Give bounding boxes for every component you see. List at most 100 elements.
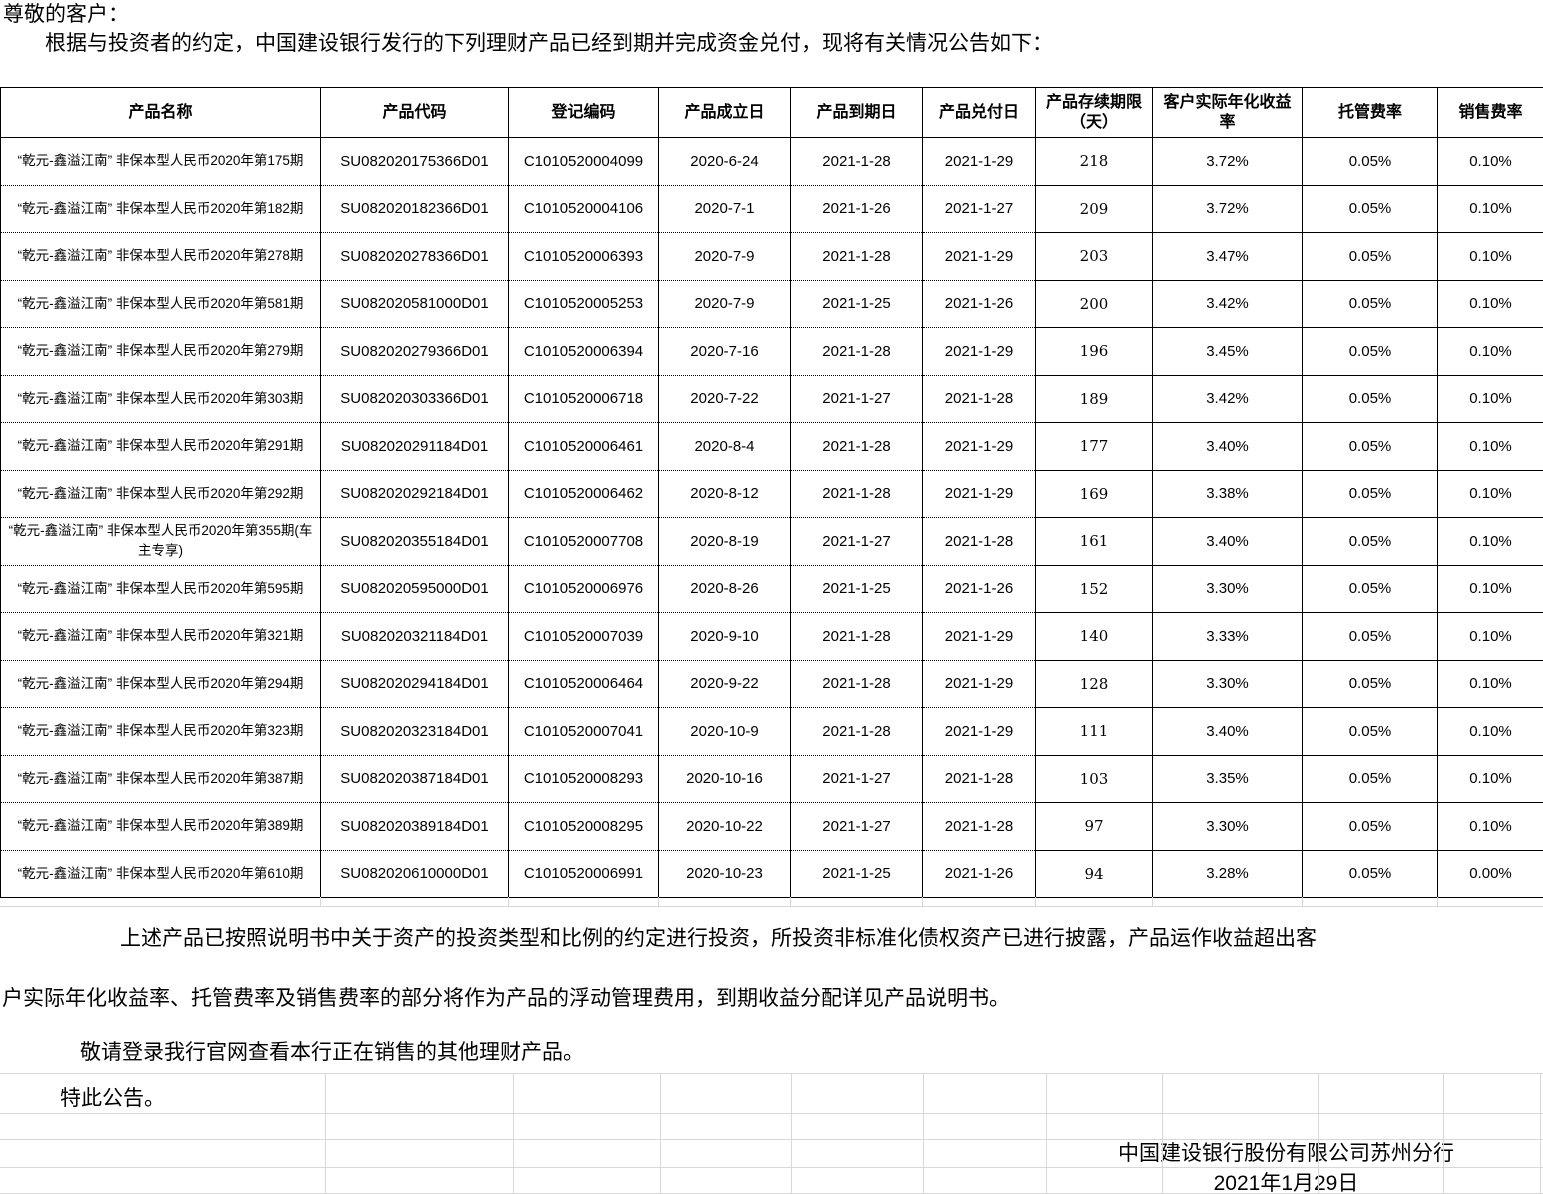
cell-product-code: SU082020279366D01	[320, 327, 509, 376]
cell-actual-annualized-return: 3.47%	[1152, 232, 1303, 281]
cell-maturity-date: 2021-1-27	[790, 802, 923, 851]
intro-paragraph: 根据与投资者的约定，中国建设银行发行的下列理财产品已经到期并完成资金兑付，现将有…	[45, 32, 1053, 55]
cell-duration-days: 111	[1035, 707, 1153, 756]
cell-product-name: “乾元-鑫溢江南” 非保本型人民币2020年第323期	[0, 707, 321, 756]
product-row: “乾元-鑫溢江南” 非保本型人民币2020年第323期 SU08202032318…	[0, 707, 1543, 756]
cell-establish-date: 2020-8-19	[658, 517, 791, 566]
cell-registration-code: C1010520006461	[508, 422, 659, 471]
cell-maturity-date: 2021-1-27	[790, 755, 923, 803]
cell-sales-fee-rate: 0.00%	[1437, 850, 1543, 898]
cell-sales-fee-rate: 0.10%	[1437, 232, 1543, 281]
column-header-establish-date: 产品成立日	[658, 87, 791, 138]
cell-actual-annualized-return: 3.72%	[1152, 185, 1303, 233]
grid-line	[790, 897, 791, 906]
cell-actual-annualized-return: 3.42%	[1152, 280, 1303, 328]
cell-custody-fee-rate: 0.05%	[1302, 232, 1438, 281]
cell-registration-code: C1010520008295	[508, 802, 659, 851]
product-row: “乾元-鑫溢江南” 非保本型人民币2020年第292期 SU08202029218…	[0, 470, 1543, 518]
cell-actual-annualized-return: 3.72%	[1152, 137, 1303, 186]
cell-duration-days: 152	[1035, 565, 1153, 613]
grid-line	[923, 1073, 924, 1194]
browse-products-line: 敬请登录我行官网查看本行正在销售的其他理财产品。	[80, 1041, 584, 1064]
cell-product-name: “乾元-鑫溢江南” 非保本型人民币2020年第291期	[0, 422, 321, 471]
column-header-actual-annualized-return: 客户实际年化收益率	[1152, 87, 1303, 138]
cell-establish-date: 2020-6-24	[658, 137, 791, 186]
cell-payment-date: 2021-1-29	[922, 137, 1036, 186]
grid-line	[660, 1073, 661, 1194]
cell-duration-days: 140	[1035, 612, 1153, 661]
cell-duration-days: 128	[1035, 660, 1153, 708]
grid-line	[513, 1073, 514, 1194]
cell-registration-code: C1010520006394	[508, 327, 659, 376]
cell-payment-date: 2021-1-29	[922, 422, 1036, 471]
cell-maturity-date: 2021-1-28	[790, 137, 923, 186]
cell-duration-days: 189	[1035, 375, 1153, 423]
cell-custody-fee-rate: 0.05%	[1302, 802, 1438, 851]
cell-sales-fee-rate: 0.10%	[1437, 422, 1543, 471]
cell-payment-date: 2021-1-29	[922, 707, 1036, 756]
cell-custody-fee-rate: 0.05%	[1302, 137, 1438, 186]
product-row: “乾元-鑫溢江南” 非保本型人民币2020年第294期 SU08202029418…	[0, 660, 1543, 708]
cell-registration-code: C1010520004106	[508, 185, 659, 233]
cell-product-name: “乾元-鑫溢江南” 非保本型人民币2020年第355期(车主专享)	[0, 517, 321, 566]
note-paragraph-1: 上述产品已按照说明书中关于资产的投资类型和比例的约定进行投资，所投资非标准化债权…	[120, 927, 1317, 950]
cell-registration-code: C1010520006976	[508, 565, 659, 613]
cell-product-name: “乾元-鑫溢江南” 非保本型人民币2020年第387期	[0, 755, 321, 803]
cell-custody-fee-rate: 0.05%	[1302, 422, 1438, 471]
grid-line	[0, 1167, 1543, 1168]
cell-registration-code: C1010520008293	[508, 755, 659, 803]
cell-registration-code: C1010520006991	[508, 850, 659, 898]
grid-line	[1162, 1073, 1163, 1194]
cell-maturity-date: 2021-1-27	[790, 375, 923, 423]
cell-custody-fee-rate: 0.05%	[1302, 755, 1438, 803]
cell-payment-date: 2021-1-26	[922, 850, 1036, 898]
cell-maturity-date: 2021-1-25	[790, 280, 923, 328]
cell-duration-days: 196	[1035, 327, 1153, 376]
cell-payment-date: 2021-1-28	[922, 517, 1036, 566]
cell-establish-date: 2020-10-23	[658, 850, 791, 898]
cell-custody-fee-rate: 0.05%	[1302, 707, 1438, 756]
cell-establish-date: 2020-9-10	[658, 612, 791, 661]
table-header: 产品名称 产品代码 登记编码 产品成立日 产品到期日 产品兑付日 产品存续期限（天） 客户实际…	[0, 87, 1543, 138]
cell-custody-fee-rate: 0.05%	[1302, 565, 1438, 613]
cell-duration-days: 103	[1035, 755, 1153, 803]
cell-maturity-date: 2021-1-28	[790, 660, 923, 708]
cell-duration-days: 203	[1035, 232, 1153, 281]
cell-registration-code: C1010520007041	[508, 707, 659, 756]
cell-payment-date: 2021-1-29	[922, 470, 1036, 518]
column-header-product-code: 产品代码	[320, 87, 509, 138]
cell-product-name: “乾元-鑫溢江南” 非保本型人民币2020年第182期	[0, 185, 321, 233]
cell-establish-date: 2020-7-16	[658, 327, 791, 376]
cell-payment-date: 2021-1-28	[922, 755, 1036, 803]
grid-line	[1152, 897, 1153, 906]
cell-payment-date: 2021-1-26	[922, 565, 1036, 613]
grid-line	[0, 1073, 1543, 1074]
issuer-signature: 中国建设银行股份有限公司苏州分行	[1118, 1142, 1454, 1165]
cell-product-code: SU082020595000D01	[320, 565, 509, 613]
column-header-payment-date: 产品兑付日	[922, 87, 1036, 138]
cell-duration-days: 218	[1035, 137, 1153, 186]
column-header-duration-days: 产品存续期限（天）	[1035, 87, 1153, 138]
cell-custody-fee-rate: 0.05%	[1302, 327, 1438, 376]
cell-product-name: “乾元-鑫溢江南” 非保本型人民币2020年第279期	[0, 327, 321, 376]
cell-maturity-date: 2021-1-28	[790, 422, 923, 471]
product-row: “乾元-鑫溢江南” 非保本型人民币2020年第355期(车主专享) SU08202…	[0, 517, 1543, 566]
cell-maturity-date: 2021-1-28	[790, 470, 923, 518]
cell-payment-date: 2021-1-26	[922, 280, 1036, 328]
product-row: “乾元-鑫溢江南” 非保本型人民币2020年第291期 SU08202029118…	[0, 422, 1543, 471]
closing-line: 特此公告。	[60, 1087, 165, 1110]
product-row: “乾元-鑫溢江南” 非保本型人民币2020年第278期 SU08202027836…	[0, 232, 1543, 281]
cell-product-name: “乾元-鑫溢江南” 非保本型人民币2020年第321期	[0, 612, 321, 661]
cell-payment-date: 2021-1-28	[922, 802, 1036, 851]
cell-product-code: SU082020303366D01	[320, 375, 509, 423]
product-row: “乾元-鑫溢江南” 非保本型人民币2020年第303期 SU08202030336…	[0, 375, 1543, 423]
cell-product-name: “乾元-鑫溢江南” 非保本型人民币2020年第278期	[0, 232, 321, 281]
cell-sales-fee-rate: 0.10%	[1437, 755, 1543, 803]
cell-product-code: SU082020387184D01	[320, 755, 509, 803]
product-row: “乾元-鑫溢江南” 非保本型人民币2020年第610期 SU08202061000…	[0, 850, 1543, 898]
cell-actual-annualized-return: 3.33%	[1152, 612, 1303, 661]
cell-duration-days: 209	[1035, 185, 1153, 233]
cell-sales-fee-rate: 0.10%	[1437, 612, 1543, 661]
cell-actual-annualized-return: 3.40%	[1152, 517, 1303, 566]
product-row: “乾元-鑫溢江南” 非保本型人民币2020年第182期 SU08202018236…	[0, 185, 1543, 233]
